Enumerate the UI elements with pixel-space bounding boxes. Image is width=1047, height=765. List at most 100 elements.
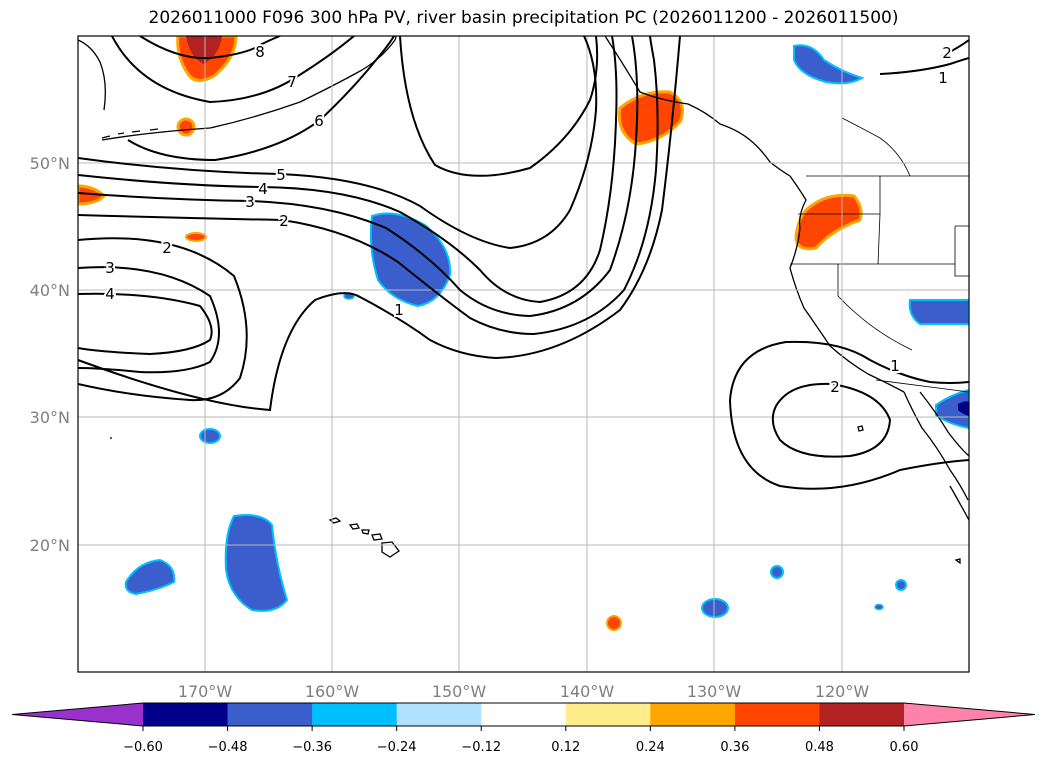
colorbar-extend-high <box>904 703 1035 726</box>
colorbar-tick-label: −0.24 <box>377 740 417 755</box>
precip-positive-region <box>606 615 622 631</box>
latitude-label: 50°N <box>30 154 70 173</box>
map-frame <box>77 35 970 673</box>
pv-contour-outer-loop <box>399 36 599 177</box>
precip-negative-region <box>935 388 969 430</box>
colorbar-segments <box>11 702 1036 727</box>
colorbar-tick-label: 0.24 <box>636 740 665 755</box>
colorbar-segment <box>312 703 398 726</box>
island-outline <box>857 425 864 432</box>
island-outline <box>371 533 383 541</box>
colorbar-tick-label: 0.36 <box>720 740 749 755</box>
contour-label: 7 <box>287 73 297 91</box>
colorbar: −0.60 −0.48 −0.36 −0.24 −0.12 0.12 0.24 0.36 0.4… <box>11 702 1036 755</box>
colorbar-tick-label: −0.12 <box>461 740 501 755</box>
island-outline <box>348 523 360 530</box>
colorbar-segment <box>143 703 229 726</box>
contour-label: 3 <box>105 259 115 277</box>
precip-positive-region <box>78 184 107 206</box>
pv-contour-1-northeast <box>879 57 969 75</box>
precip-negative-region <box>701 598 729 618</box>
contour-label: 1 <box>938 69 948 87</box>
pv-contour-3-north <box>78 36 639 318</box>
longitude-label: 150°W <box>432 682 487 701</box>
aleutian-islands <box>101 128 159 139</box>
precip-negative-region <box>224 514 289 612</box>
latitude-label: 30°N <box>30 408 70 427</box>
baja-coast <box>903 391 969 501</box>
island-outline <box>361 529 370 535</box>
map-background <box>78 36 969 672</box>
precip-negative-region <box>369 212 452 308</box>
precip-positive-region <box>617 90 684 146</box>
colorbar-tick-label: 0.60 <box>890 740 919 755</box>
precip-negative-core <box>958 401 969 416</box>
pv-contour-2-northeast <box>941 39 969 57</box>
precip-negative-region <box>199 428 221 444</box>
longitude-label: 170°W <box>178 682 233 701</box>
colorbar-tick-label: −0.48 <box>208 740 248 755</box>
colorbar-segment <box>227 703 313 726</box>
colorbar-segment <box>396 703 482 726</box>
colorbar-extend-low <box>12 703 143 726</box>
pv-contour-7 <box>111 36 355 104</box>
pv-contour-3-west <box>78 266 220 374</box>
precip-negative-region <box>124 558 176 596</box>
state-borders <box>790 36 969 393</box>
precip-negative-region <box>874 603 884 611</box>
gulf-of-california-coast <box>919 391 969 457</box>
longitude-label: 120°W <box>815 682 870 701</box>
contour-label: 4 <box>105 285 115 303</box>
pv-contour-1-east <box>729 340 969 401</box>
colorbar-segment <box>481 703 567 726</box>
pv-contour-1 <box>78 36 681 412</box>
pv-contour-2-north <box>78 36 659 336</box>
colorbar-tick-label: −0.36 <box>292 740 332 755</box>
pv-contour-8 <box>139 36 281 60</box>
map-panel: 8 7 6 5 4 3 2 2 3 4 1 1 2 2 1 50°N 40°N … <box>30 35 970 701</box>
state-border <box>837 264 913 351</box>
contour-label: 2 <box>942 44 952 62</box>
precip-positive-region <box>176 117 196 137</box>
contour-label: 6 <box>314 112 324 130</box>
map-title: 2026011000 F096 300 hPa PV, river basin … <box>148 8 899 28</box>
precip-positive-region <box>185 232 207 242</box>
canada-us-west-coast <box>789 175 905 393</box>
colorbar-tick-label: −0.60 <box>123 740 163 755</box>
alaska-gulf-coast <box>604 36 791 177</box>
state-border <box>954 225 969 277</box>
precip-negative-region <box>770 565 784 579</box>
colorbar-tick-label: 0.48 <box>805 740 834 755</box>
alaska-coast <box>78 39 106 111</box>
pv-contour-2-west <box>78 237 248 402</box>
colorbar-segment <box>650 703 736 726</box>
contour-label: 8 <box>255 43 265 61</box>
islands <box>110 425 961 565</box>
alaska-peninsula-coast <box>101 36 397 141</box>
colorbar-segment <box>565 703 651 726</box>
precip-negative-region <box>793 44 865 85</box>
island-outline <box>954 558 961 565</box>
pv-contour-5 <box>78 36 598 250</box>
pv-contour-2-east <box>771 382 892 458</box>
pv-contour-1-east-south <box>729 399 969 490</box>
precip-positive-region <box>794 193 863 251</box>
state-border <box>877 213 881 265</box>
mainland-mexico-coast <box>949 485 969 521</box>
latitude-label: 40°N <box>30 281 70 300</box>
contour-label: 1 <box>890 357 900 375</box>
gridlines <box>78 36 969 672</box>
island-outline <box>381 541 400 558</box>
latitude-labels: 50°N 40°N 30°N 20°N <box>30 154 70 555</box>
contour-label: 1 <box>394 301 404 319</box>
longitude-labels: 170°W 160°W 150°W 140°W 130°W 120°W <box>178 682 870 701</box>
pv-contours <box>78 36 969 490</box>
pv-contour-4-west <box>78 292 213 356</box>
contour-label: 2 <box>279 212 289 230</box>
colorbar-tick-label: 0.12 <box>551 740 580 755</box>
precip-negative-region <box>895 579 907 591</box>
us-mexico-border <box>875 379 969 393</box>
contour-label: 3 <box>245 193 255 211</box>
province-border <box>841 36 911 177</box>
